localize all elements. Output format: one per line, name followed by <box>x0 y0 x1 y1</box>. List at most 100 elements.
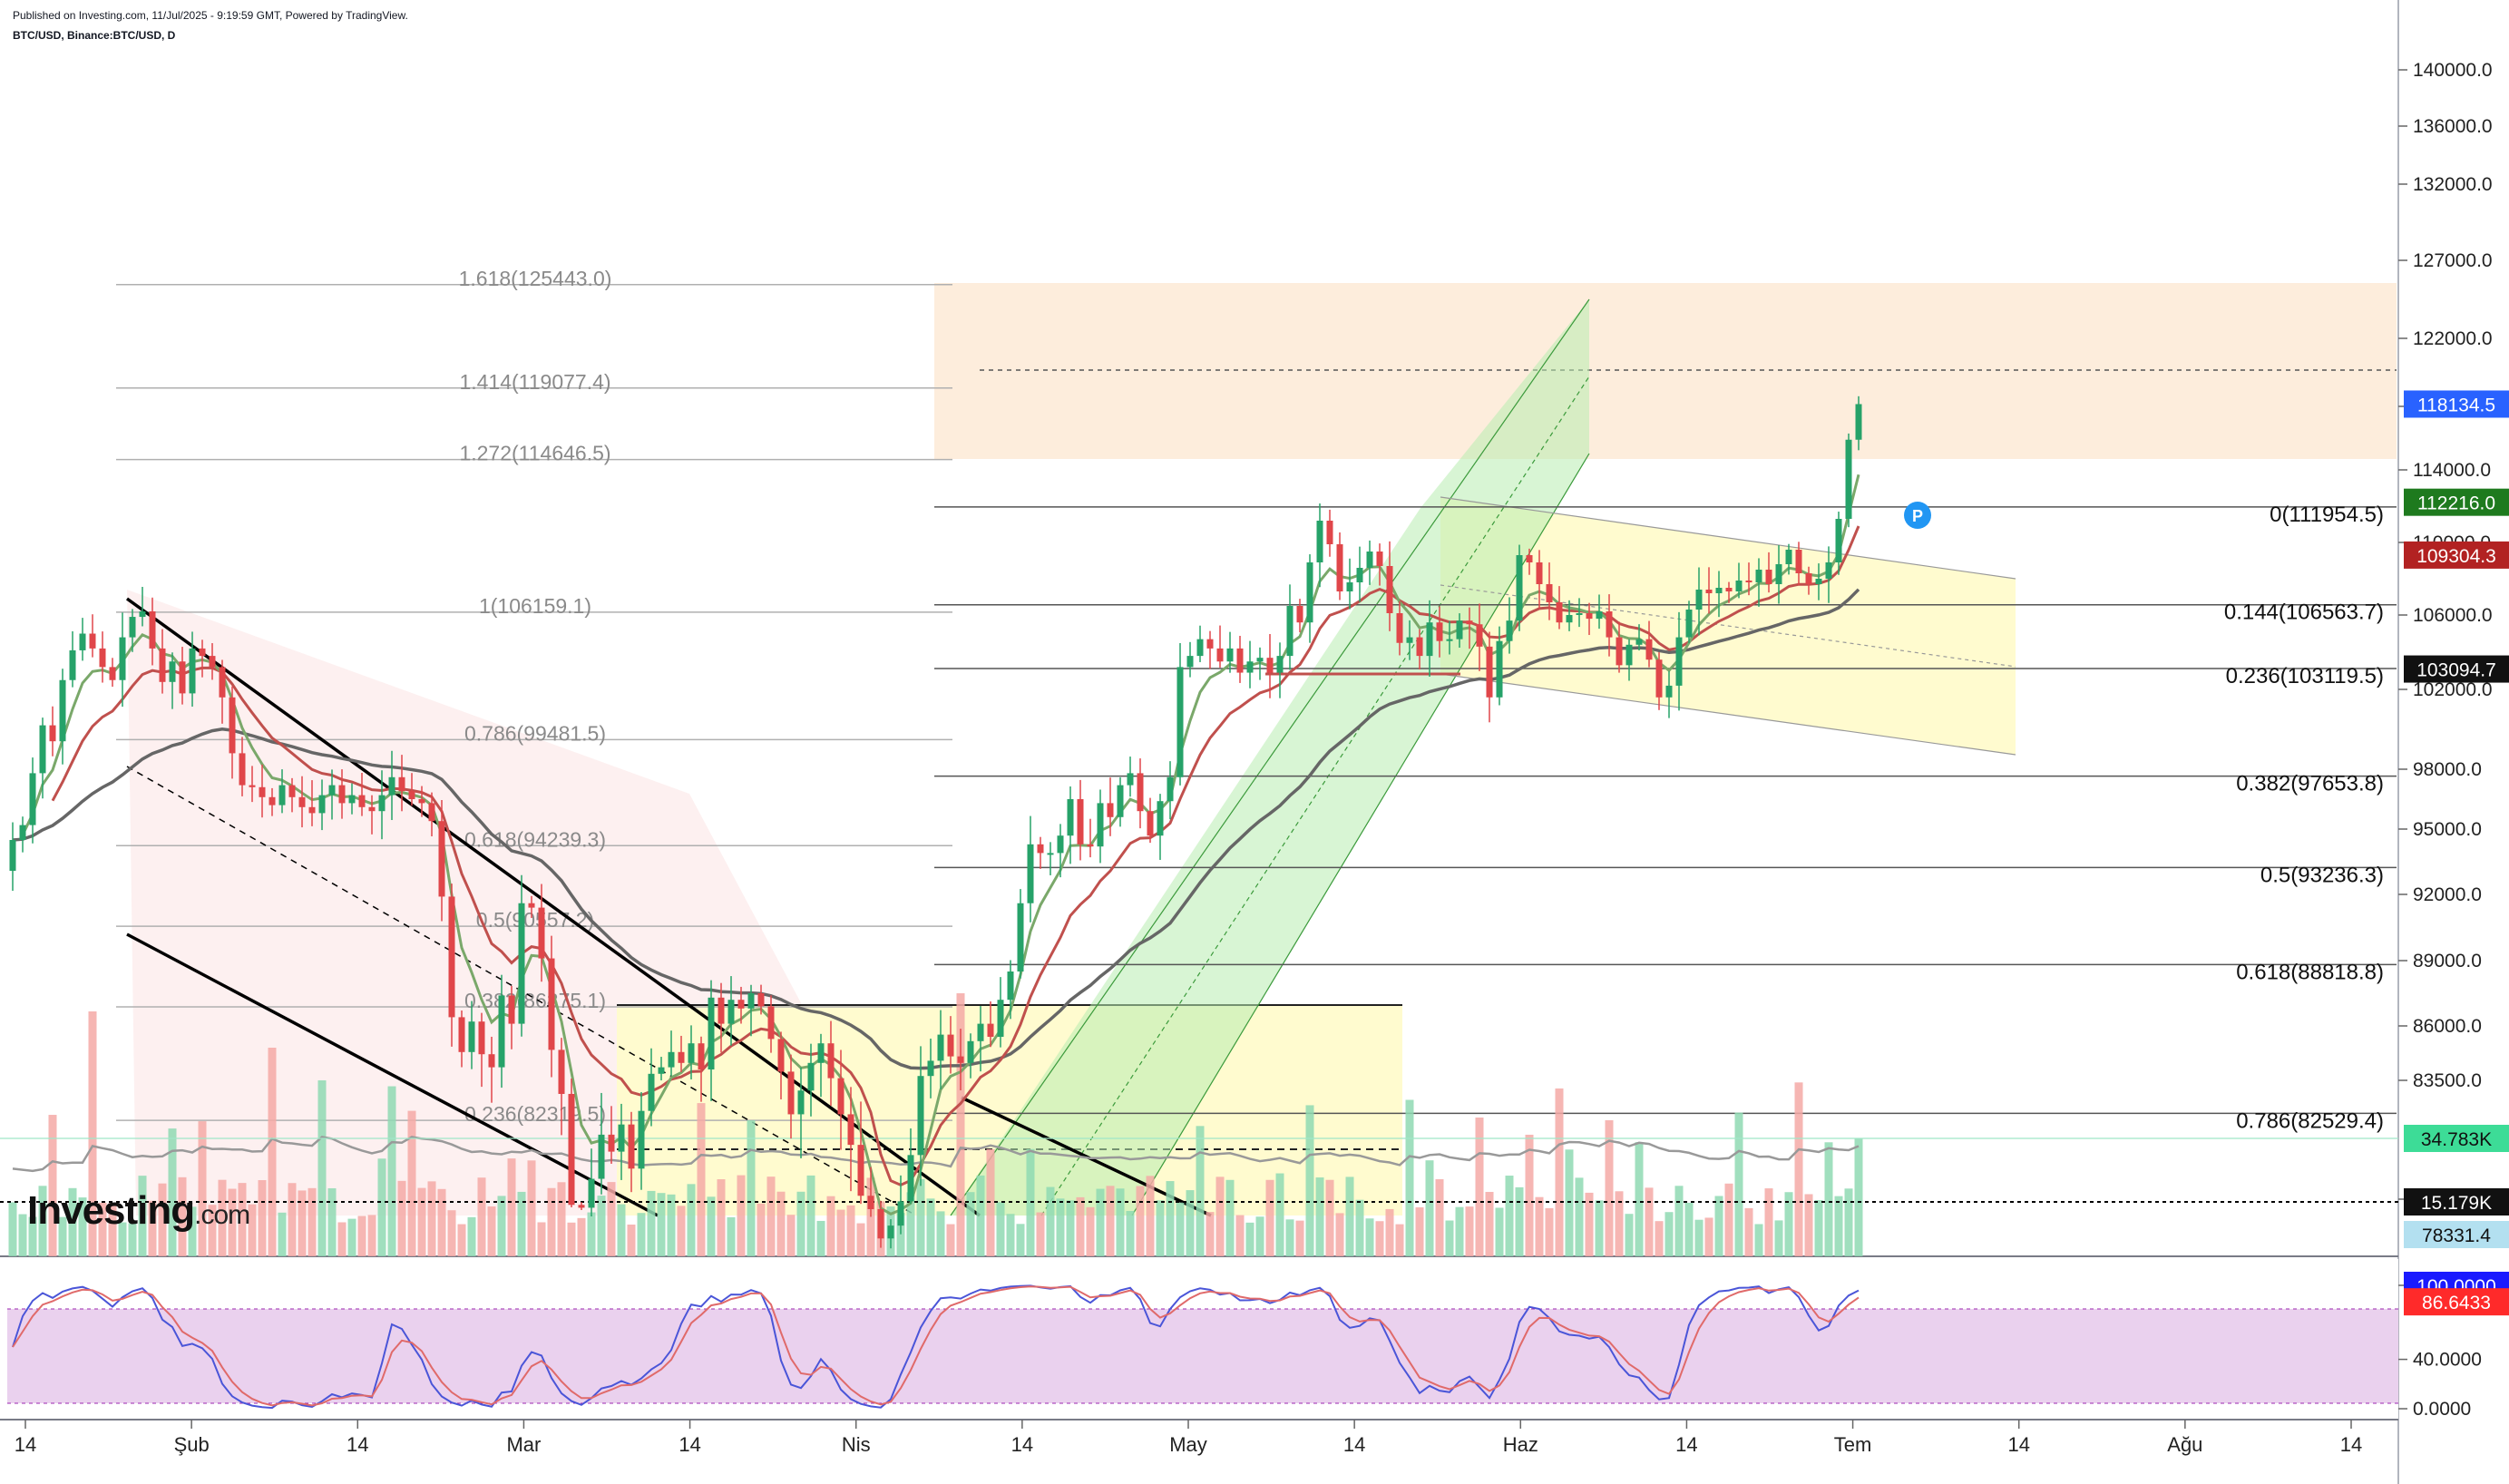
candle-body <box>807 1062 815 1091</box>
price-badges: 118134.5 112216.0 109304.3 103094.7 34.783K 1… <box>2404 390 2509 1316</box>
volume-bar <box>1076 1196 1085 1256</box>
volume-bar <box>707 1196 716 1256</box>
pivot-marker-icon[interactable] <box>1904 502 1931 529</box>
axis-badge-label: 118134.5 <box>2417 395 2495 415</box>
candle-body <box>927 1060 934 1077</box>
candle-body <box>1705 590 1713 593</box>
candle-body <box>628 1124 635 1169</box>
candle-body <box>428 803 435 822</box>
volume-bar <box>637 1213 646 1256</box>
candle-body <box>1077 799 1084 845</box>
volume-bar <box>188 1206 197 1256</box>
candle-body <box>239 753 246 786</box>
fib-left-label: 0.5(90557.2) <box>476 908 594 932</box>
candle-body <box>1376 552 1383 566</box>
candle-body <box>1486 646 1493 698</box>
time-tick-label: 14 <box>1011 1433 1033 1456</box>
candle-body <box>668 1051 675 1068</box>
candle-body <box>737 1000 745 1009</box>
volume-bar <box>168 1128 177 1256</box>
fib-left-label: 0.786(99481.5) <box>464 721 606 745</box>
time-tick-label: 14 <box>347 1433 368 1456</box>
time-tick-label: Tem <box>1834 1433 1872 1456</box>
candle-body <box>1017 903 1024 971</box>
candle-body <box>1745 581 1752 582</box>
volume-bar <box>926 1198 935 1256</box>
volume-bar <box>757 1203 766 1256</box>
fib-left-label: 1.618(125443.0) <box>459 267 612 290</box>
volume-bar <box>986 1148 995 1256</box>
candle-body <box>767 1006 775 1040</box>
volume-bar <box>417 1187 426 1256</box>
candle-body <box>987 1023 994 1037</box>
volume-bar <box>597 1196 606 1256</box>
flag-top <box>1440 496 2016 580</box>
volume-bar <box>1565 1149 1574 1256</box>
candle-body <box>648 1073 655 1111</box>
volume-bar <box>1625 1214 1634 1256</box>
volume-bar <box>407 1110 416 1256</box>
candle-body <box>1147 811 1154 836</box>
candle-body <box>368 806 376 812</box>
volume-bar <box>138 1176 147 1256</box>
flag-bottom <box>1440 673 2016 756</box>
candle-body <box>997 1000 1004 1037</box>
volume-bar <box>487 1206 496 1256</box>
price-tick-label: 95000.0 <box>2413 819 2482 840</box>
uptrend-channel-mid <box>1040 376 1590 1216</box>
candle-body <box>1306 562 1313 623</box>
uptrend-channel-top <box>950 298 1590 1216</box>
volume-bar <box>1485 1191 1494 1256</box>
candle-body <box>348 795 356 804</box>
candle-body <box>488 1054 495 1068</box>
time-tick-label: Haz <box>1503 1433 1538 1456</box>
candle-body <box>1386 566 1393 613</box>
volume-bar <box>1445 1220 1454 1256</box>
volume-bar <box>1335 1213 1344 1256</box>
candle-body <box>1436 622 1443 641</box>
candle-body <box>328 785 336 796</box>
price-tick-label: 136000.0 <box>2413 116 2493 137</box>
candle-body <box>837 1078 844 1115</box>
fib-right-label: 0(111954.5) <box>2270 503 2384 527</box>
volume-bar <box>1215 1176 1225 1256</box>
volume-bar <box>1794 1082 1803 1256</box>
time-tick-label: Ağu <box>2167 1433 2202 1456</box>
candle-body <box>159 648 166 682</box>
volume-bar <box>8 1202 17 1256</box>
volume-bar <box>1744 1207 1753 1256</box>
candle-body <box>877 1209 884 1239</box>
time-tick-label: 14 <box>15 1433 36 1456</box>
volume-bar <box>387 1086 396 1256</box>
volume-bar <box>268 1048 277 1256</box>
candle-body <box>468 1021 475 1052</box>
candle-body <box>249 785 256 787</box>
fib-right-label: 0.5(93236.3) <box>2260 863 2384 887</box>
volume-bar <box>1385 1208 1394 1256</box>
volume-bar <box>1824 1142 1833 1256</box>
candle-body <box>947 1034 954 1057</box>
axis-badge <box>2404 1188 2509 1216</box>
volume-bar <box>717 1179 726 1256</box>
published-note: Published on Investing.com, 11/Jul/2025 … <box>13 9 408 22</box>
volume-bar <box>1435 1178 1444 1256</box>
candle-body <box>1117 785 1124 817</box>
volume-bar <box>856 1223 865 1256</box>
pivot-marker-letter: P <box>1912 507 1923 525</box>
candle-body <box>1645 639 1653 660</box>
volume-bar <box>218 1179 227 1256</box>
volume-bar <box>1665 1212 1674 1256</box>
candle-body <box>1226 648 1234 662</box>
volume-bar <box>1365 1218 1374 1256</box>
volume-bar <box>796 1191 805 1256</box>
candle-body <box>9 840 16 872</box>
candle-body <box>528 903 535 908</box>
volume-bar <box>118 1222 127 1256</box>
volume-bar <box>497 1196 506 1256</box>
volume-bar <box>1555 1088 1564 1256</box>
logo-suffix: .com <box>194 1200 250 1230</box>
volume-bar <box>1495 1207 1504 1256</box>
candle-body <box>1546 584 1553 602</box>
candle-body <box>408 791 415 799</box>
